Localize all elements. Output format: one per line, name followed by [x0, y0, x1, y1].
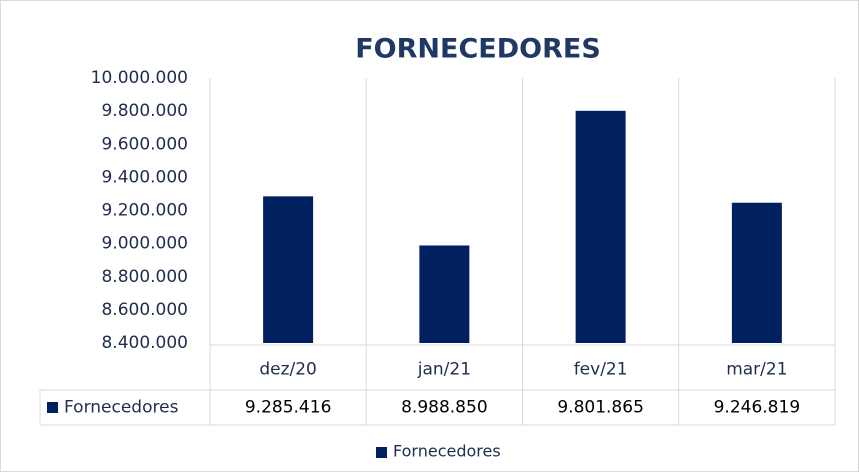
- y-tick-label: 9.600.000: [101, 134, 188, 154]
- y-tick-label: 9.000.000: [101, 234, 188, 254]
- y-tick-label: 9.800.000: [101, 101, 188, 121]
- bar: [263, 196, 314, 343]
- table-series-name: Fornecedores: [64, 398, 179, 418]
- table-legend-key: [47, 402, 58, 413]
- y-tick-label: 8.800.000: [101, 267, 188, 287]
- y-tick-label: 9.400.000: [101, 167, 188, 187]
- y-tick-label: 10.000.000: [91, 68, 188, 88]
- legend-label: Fornecedores: [393, 442, 501, 461]
- legend-key: [376, 447, 387, 458]
- bar: [419, 245, 470, 343]
- x-tick-label: dez/20: [259, 360, 317, 380]
- table-value: 9.801.865: [557, 398, 644, 418]
- table-value: 9.246.819: [714, 398, 801, 418]
- table-value: 9.285.416: [245, 398, 332, 418]
- table-value: 8.988.850: [401, 398, 488, 418]
- y-tick-label: 8.600.000: [101, 300, 188, 320]
- bar: [731, 202, 782, 343]
- y-tick-label: 9.200.000: [101, 201, 188, 221]
- bar: [575, 110, 626, 344]
- x-tick-label: mar/21: [726, 360, 787, 380]
- y-tick-label: 8.400.000: [101, 333, 188, 353]
- x-tick-label: fev/21: [574, 360, 628, 380]
- chart-title: FORNECEDORES: [355, 34, 601, 65]
- x-tick-label: jan/21: [417, 360, 471, 380]
